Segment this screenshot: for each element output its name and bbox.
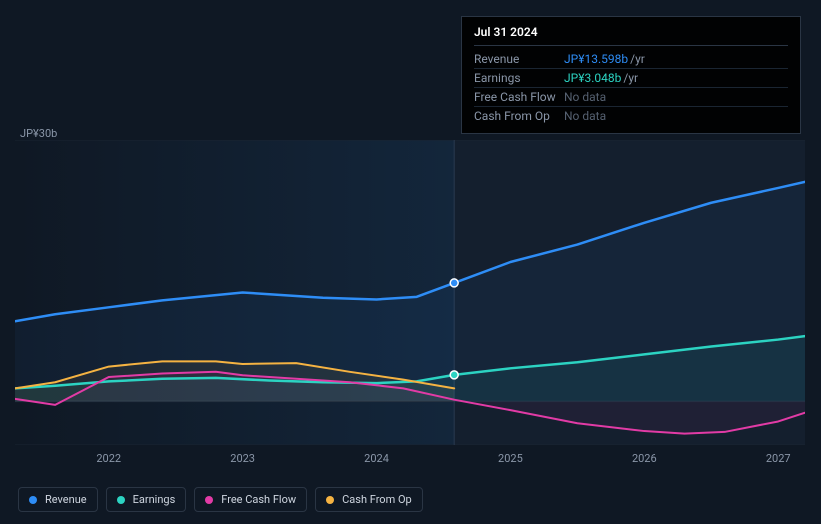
legend: Revenue Earnings Free Cash Flow Cash From O… bbox=[18, 487, 423, 512]
chart-plot[interactable] bbox=[15, 140, 805, 445]
tooltip-row-value: No data bbox=[564, 90, 606, 104]
legend-dot bbox=[29, 496, 37, 504]
tooltip-row-value: JP¥13.598b bbox=[564, 52, 628, 66]
x-axis-tick: 2023 bbox=[230, 452, 255, 465]
legend-item-label: Free Cash Flow bbox=[221, 493, 296, 506]
tooltip-row: RevenueJP¥13.598b/yr bbox=[474, 50, 788, 69]
tooltip-row: EarningsJP¥3.048b/yr bbox=[474, 69, 788, 88]
y-axis-tick: JP¥30b bbox=[20, 127, 57, 140]
tooltip-row: Free Cash FlowNo data bbox=[474, 88, 788, 107]
legend-item-label: Cash From Op bbox=[342, 493, 412, 506]
x-axis-tick: 2022 bbox=[96, 452, 121, 465]
legend-dot bbox=[117, 496, 125, 504]
legend-item-revenue[interactable]: Revenue bbox=[18, 487, 98, 512]
tooltip-row-label: Earnings bbox=[474, 71, 564, 85]
tooltip-row-value: JP¥3.048b bbox=[564, 71, 621, 85]
tooltip-row-suffix: /yr bbox=[630, 52, 645, 66]
tooltip-row-suffix: /yr bbox=[623, 71, 638, 85]
x-axis-tick: 2024 bbox=[364, 452, 389, 465]
tooltip-box: Jul 31 2024 RevenueJP¥13.598b/yrEarnings… bbox=[461, 16, 801, 134]
tooltip-row-label: Cash From Op bbox=[474, 109, 564, 123]
tooltip-row: Cash From OpNo data bbox=[474, 107, 788, 125]
legend-item-label: Revenue bbox=[45, 493, 87, 506]
legend-item-label: Earnings bbox=[133, 493, 176, 506]
legend-item-fcf[interactable]: Free Cash Flow bbox=[194, 487, 307, 512]
x-axis-tick: 2025 bbox=[498, 452, 523, 465]
chart-container: Jul 31 2024 RevenueJP¥13.598b/yrEarnings… bbox=[0, 0, 821, 524]
x-axis-tick: 2027 bbox=[766, 452, 791, 465]
tooltip-row-label: Free Cash Flow bbox=[474, 90, 564, 104]
tooltip-row-value: No data bbox=[564, 109, 606, 123]
tooltip-date: Jul 31 2024 bbox=[474, 25, 788, 46]
tooltip-row-label: Revenue bbox=[474, 52, 564, 66]
legend-item-earnings[interactable]: Earnings bbox=[106, 487, 187, 512]
legend-item-cfo[interactable]: Cash From Op bbox=[315, 487, 423, 512]
legend-dot bbox=[326, 496, 334, 504]
legend-dot bbox=[205, 496, 213, 504]
x-axis-tick: 2026 bbox=[632, 452, 657, 465]
